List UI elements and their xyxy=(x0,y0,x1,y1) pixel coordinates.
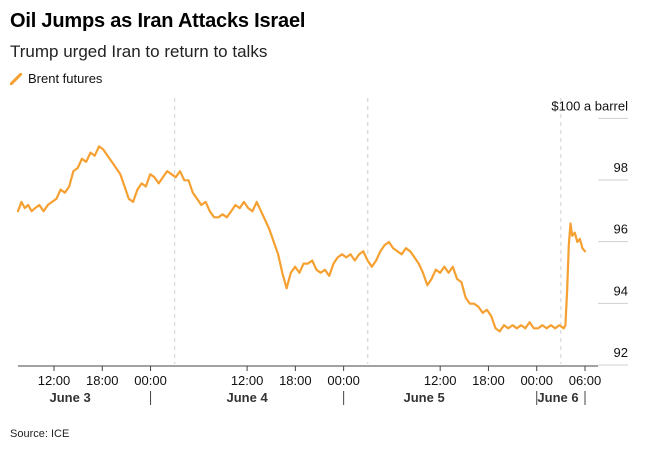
x-tick-label: 00:00 xyxy=(134,373,167,388)
y-tick-label: 92 xyxy=(614,345,628,360)
x-tick-label: 12:00 xyxy=(424,373,457,388)
chart-title: Oil Jumps as Iran Attacks Israel xyxy=(10,10,306,32)
x-tick-label: 12:00 xyxy=(231,373,264,388)
y-tick-label: 98 xyxy=(614,160,628,175)
y-tick-label: 94 xyxy=(614,283,628,298)
x-tick-label: 18:00 xyxy=(86,373,119,388)
day-label: June 3 xyxy=(49,390,90,405)
day-label: June 5 xyxy=(403,390,444,405)
legend: Brent futures xyxy=(10,71,102,86)
x-tick-label: 06:00 xyxy=(569,373,602,388)
x-tick-label: 00:00 xyxy=(520,373,553,388)
x-tick-label: 12:00 xyxy=(38,373,71,388)
legend-label: Brent futures xyxy=(28,71,103,86)
day-label: June 6 xyxy=(537,390,578,405)
x-tick-label: 18:00 xyxy=(279,373,312,388)
legend-swatch-icon xyxy=(10,72,22,85)
day-label: June 4 xyxy=(226,390,268,405)
source-note: Source: ICE xyxy=(10,428,70,440)
x-tick-label: 18:00 xyxy=(472,373,505,388)
x-tick-label: 00:00 xyxy=(327,373,360,388)
chart-subtitle: Trump urged Iran to return to talks xyxy=(10,42,268,61)
y-top-label: $100 a barrel xyxy=(551,98,628,113)
series-line-brent-futures xyxy=(16,145,587,333)
y-tick-label: 96 xyxy=(614,222,628,237)
